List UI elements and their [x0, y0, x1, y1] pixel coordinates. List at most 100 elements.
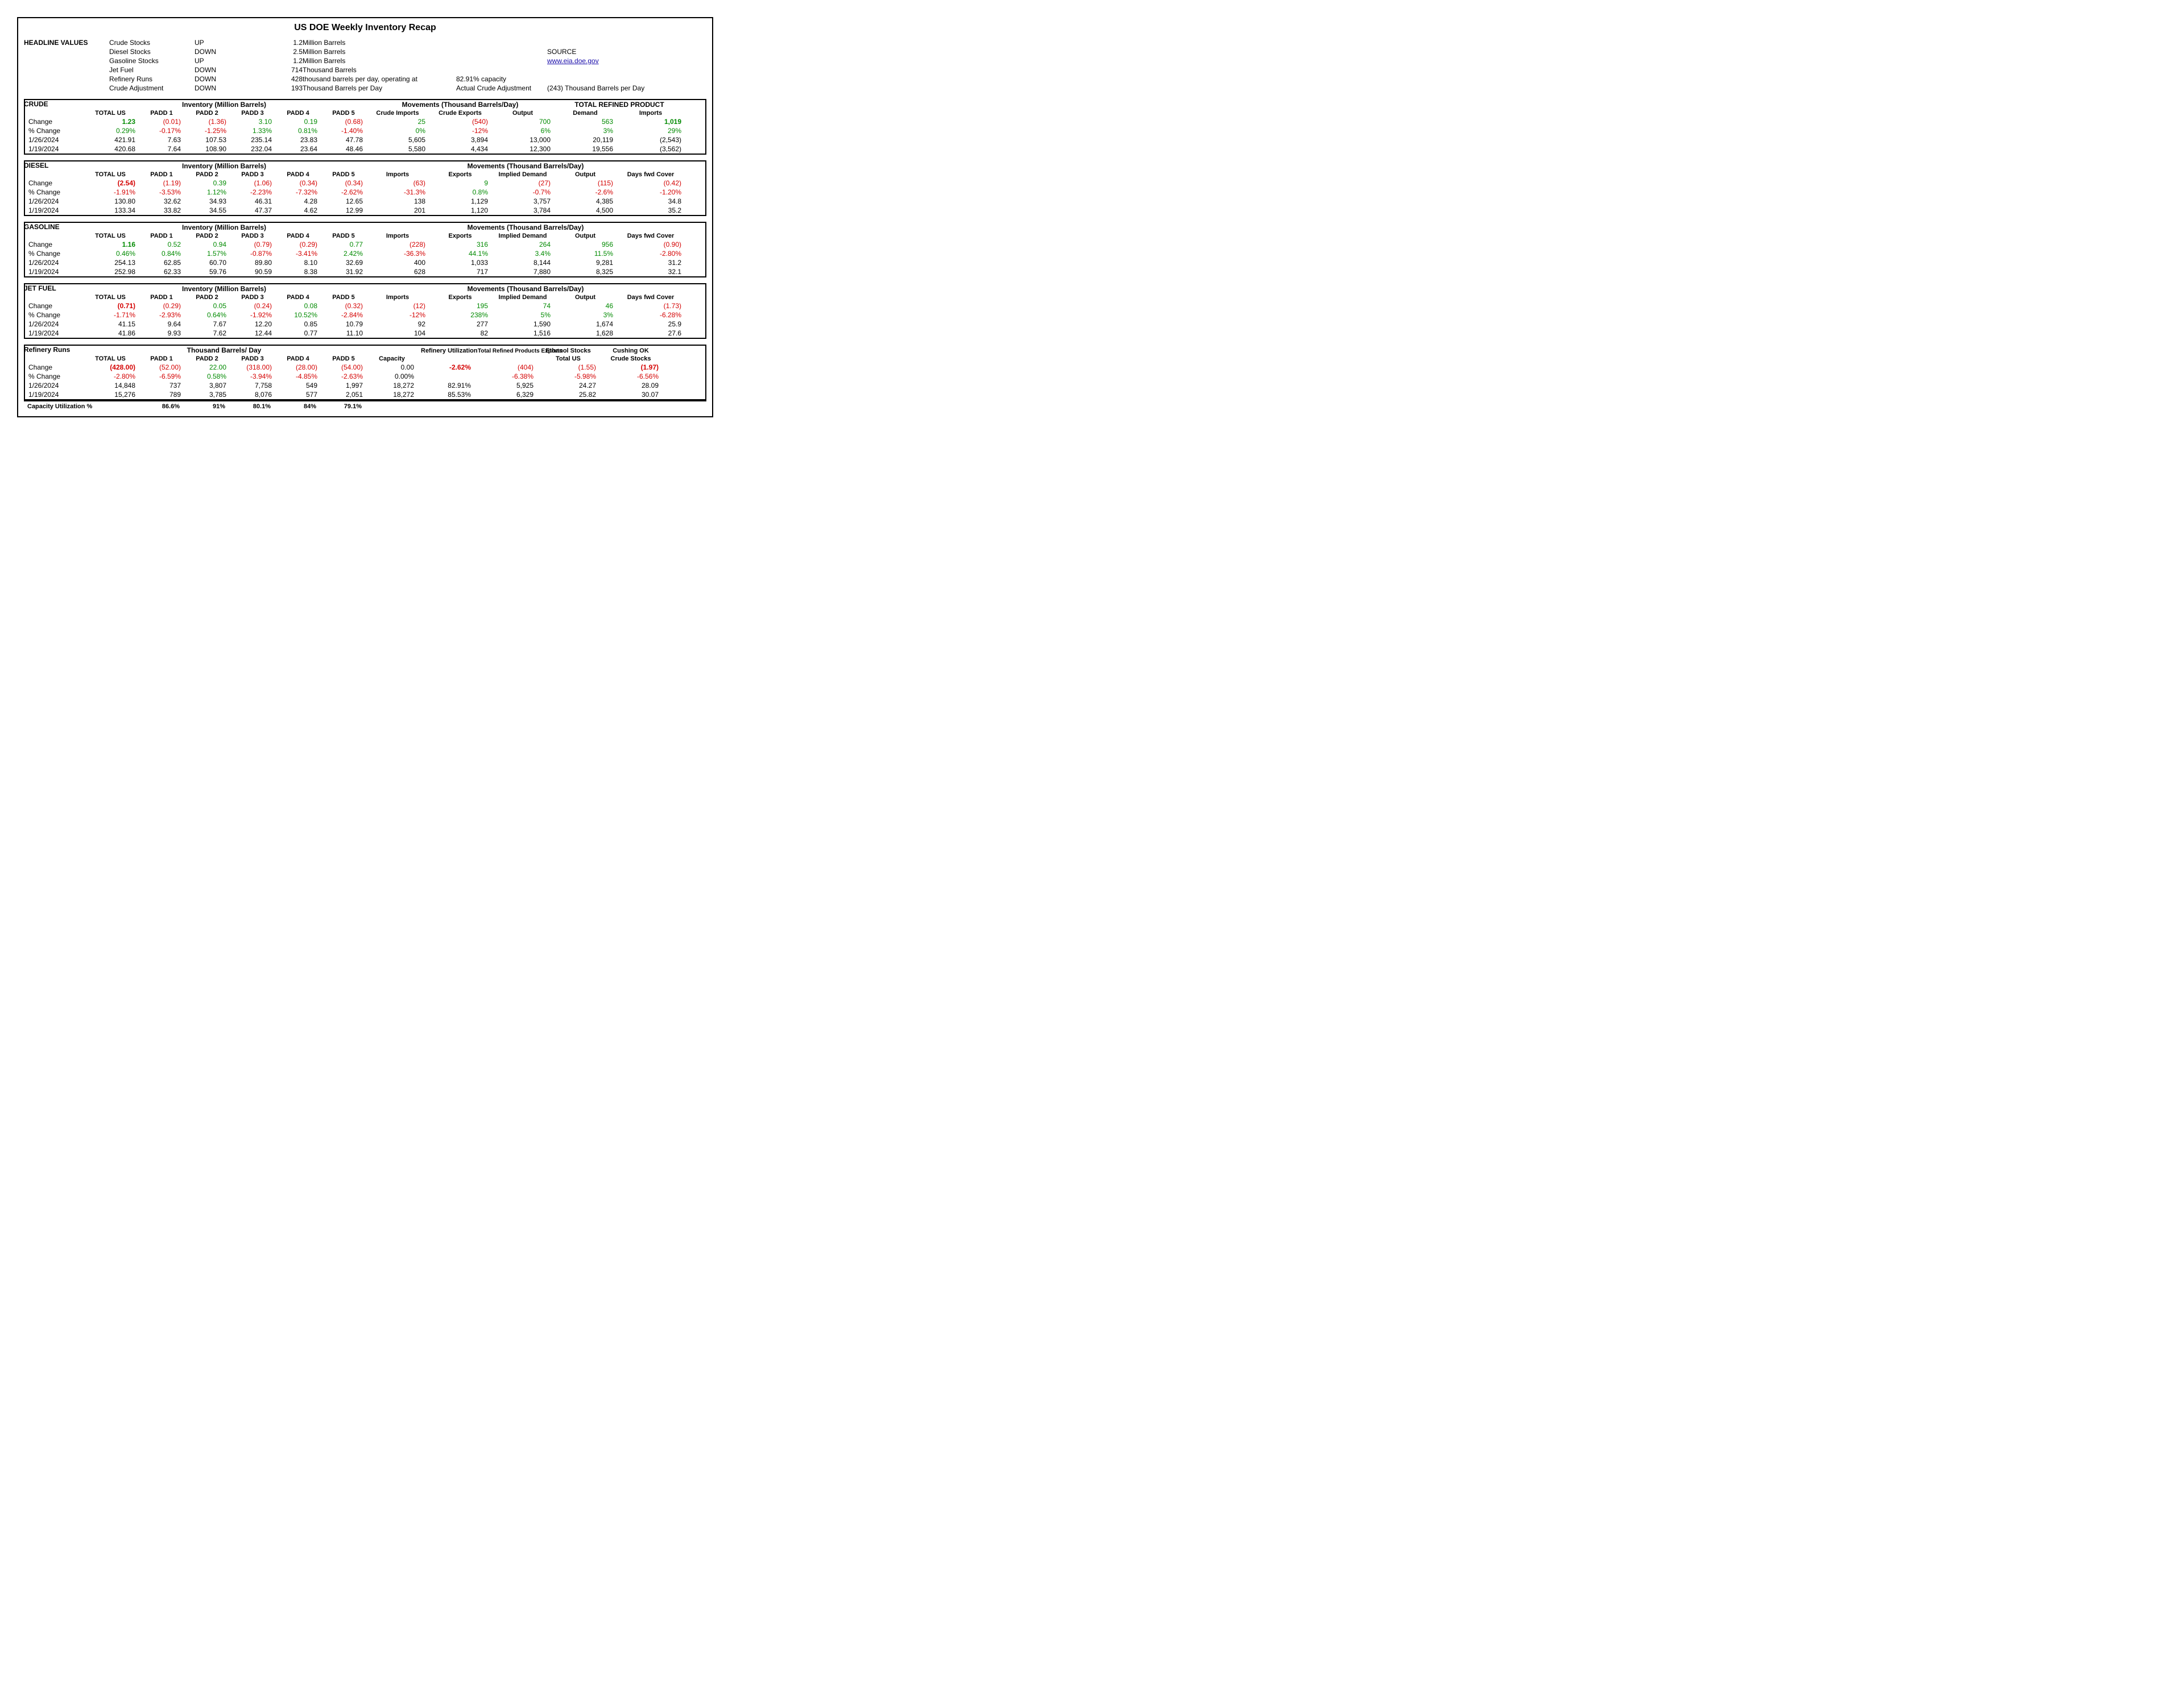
cell: 2,051 — [321, 390, 366, 399]
hv-name-2: Gasoline Stocks — [109, 57, 195, 65]
cell: 8.38 — [275, 267, 321, 276]
cell: 62.85 — [139, 258, 184, 267]
cell: 232.04 — [230, 144, 275, 154]
cell: 1,516 — [491, 329, 554, 338]
crude-title: CRUDE — [24, 100, 48, 108]
crude-inv-hdr: Inventory (Million Barrels) — [82, 100, 366, 109]
cell: 60.70 — [184, 258, 230, 267]
cell: 138 — [366, 197, 429, 206]
cell — [25, 232, 82, 240]
gasoline-change-row: Change1.160.520.94(0.79)(0.29)0.77(228)3… — [25, 240, 705, 249]
eth-hdr: Ethanol Stocks — [537, 347, 599, 355]
cell: 15,276 — [82, 390, 139, 399]
cell: (0.90) — [617, 240, 685, 249]
cell: (115) — [554, 179, 617, 188]
cell: 1,997 — [321, 381, 366, 390]
cell: 1,019 — [617, 117, 685, 126]
cell: (2,543) — [617, 135, 685, 144]
cell: 18,272 — [366, 381, 417, 390]
cell: 1/19/2024 — [25, 206, 82, 215]
hv-unit-4: thousand barrels per day, operating at — [303, 75, 456, 83]
cell: 4,385 — [554, 197, 617, 206]
cell: 1/19/2024 — [25, 329, 82, 338]
cell: 27.6 — [617, 329, 685, 338]
cell: 11.5% — [554, 249, 617, 258]
page-title: US DOE Weekly Inventory Recap — [24, 20, 706, 39]
cell: 92 — [366, 320, 429, 329]
cell: PADD 5 — [321, 109, 366, 117]
cell: 9 — [429, 179, 491, 188]
hv-dir-2: UP — [195, 57, 263, 65]
cell: (0.32) — [321, 301, 366, 310]
cell: 956 — [554, 240, 617, 249]
cush-hdr: Cushing OK — [599, 347, 662, 355]
cell: -2.62% — [321, 188, 366, 197]
hv-dir-1: DOWN — [195, 48, 263, 56]
cell: 1,628 — [554, 329, 617, 338]
cell: -0.7% — [491, 188, 554, 197]
cell: (0.68) — [321, 117, 366, 126]
cell: 25.82 — [537, 390, 599, 399]
cell: 0.39 — [184, 179, 230, 188]
jet-change-row: Change(0.71)(0.29)0.05(0.24)0.08(0.32)(1… — [25, 301, 705, 310]
cell: Total US — [537, 355, 599, 363]
cell: PADD 3 — [230, 293, 275, 301]
cell: 1/26/2024 — [25, 258, 82, 267]
diesel-inv-hdr: Inventory (Million Barrels) — [82, 161, 366, 171]
cell: 1.16 — [82, 240, 139, 249]
cell: -2.6% — [554, 188, 617, 197]
cell: 3.4% — [491, 249, 554, 258]
cell — [25, 293, 82, 301]
refinery-bar-hdr: Thousand Barrels/ Day — [82, 346, 366, 355]
source-link[interactable]: www.eia.doe.gov — [547, 57, 599, 65]
cell: 1.12% — [184, 188, 230, 197]
cell: 549 — [275, 381, 321, 390]
cell: 0.58% — [184, 372, 230, 381]
cell: (404) — [474, 363, 537, 372]
cell: 33.82 — [139, 206, 184, 215]
hv-unit-2: Million Barrels — [303, 57, 456, 65]
cell: 1/19/2024 — [25, 267, 82, 276]
cell: 3,894 — [429, 135, 491, 144]
cell: 32.69 — [321, 258, 366, 267]
cell: 25.9 — [617, 320, 685, 329]
refinery-cur-row: 1/26/202414,8487373,8077,7585491,99718,2… — [25, 381, 705, 390]
cell: 717 — [429, 267, 491, 276]
cell: 30.07 — [599, 390, 662, 399]
cell: 14,848 — [82, 381, 139, 390]
cell: (12) — [366, 301, 429, 310]
crude-pct-row: % Change0.29%-0.17%-1.25%1.33%0.81%-1.40… — [25, 126, 705, 135]
cell: Output — [554, 171, 617, 179]
diesel-subhdr: TOTAL USPADD 1PADD 2PADD 3PADD 4PADD 5Im… — [25, 171, 705, 179]
cell: 1,129 — [429, 197, 491, 206]
cell: -1.25% — [184, 126, 230, 135]
cell: 5% — [491, 310, 554, 320]
cell: 90.59 — [230, 267, 275, 276]
cell: PADD 1 — [139, 293, 184, 301]
cell: Capacity Utilization % — [24, 403, 138, 411]
actual-adj-val: (243) — [547, 84, 563, 92]
cell: PADD 3 — [230, 355, 275, 363]
cell: 32.62 — [139, 197, 184, 206]
cell: 8,144 — [491, 258, 554, 267]
cell: -0.87% — [230, 249, 275, 258]
cell: % Change — [25, 126, 82, 135]
cell: 35.2 — [617, 206, 685, 215]
cell: 47.78 — [321, 135, 366, 144]
cell: 74 — [491, 301, 554, 310]
cell: 34.8 — [617, 197, 685, 206]
cell: 0.77 — [321, 240, 366, 249]
cell: 0.81% — [275, 126, 321, 135]
gasoline-pct-row: % Change0.46%0.84%1.57%-0.87%-3.41%2.42%… — [25, 249, 705, 258]
cell: 6,329 — [474, 390, 537, 399]
gasoline-title: GASOLINE — [24, 223, 60, 231]
cell — [417, 372, 474, 381]
cell — [417, 355, 474, 363]
cell: -3.53% — [139, 188, 184, 197]
cell: 9,281 — [554, 258, 617, 267]
cell: 0.46% — [82, 249, 139, 258]
cell: 420.68 — [82, 144, 139, 154]
refinery-title: Refinery Runs — [24, 346, 70, 354]
cell: 31.2 — [617, 258, 685, 267]
cell: 12.65 — [321, 197, 366, 206]
